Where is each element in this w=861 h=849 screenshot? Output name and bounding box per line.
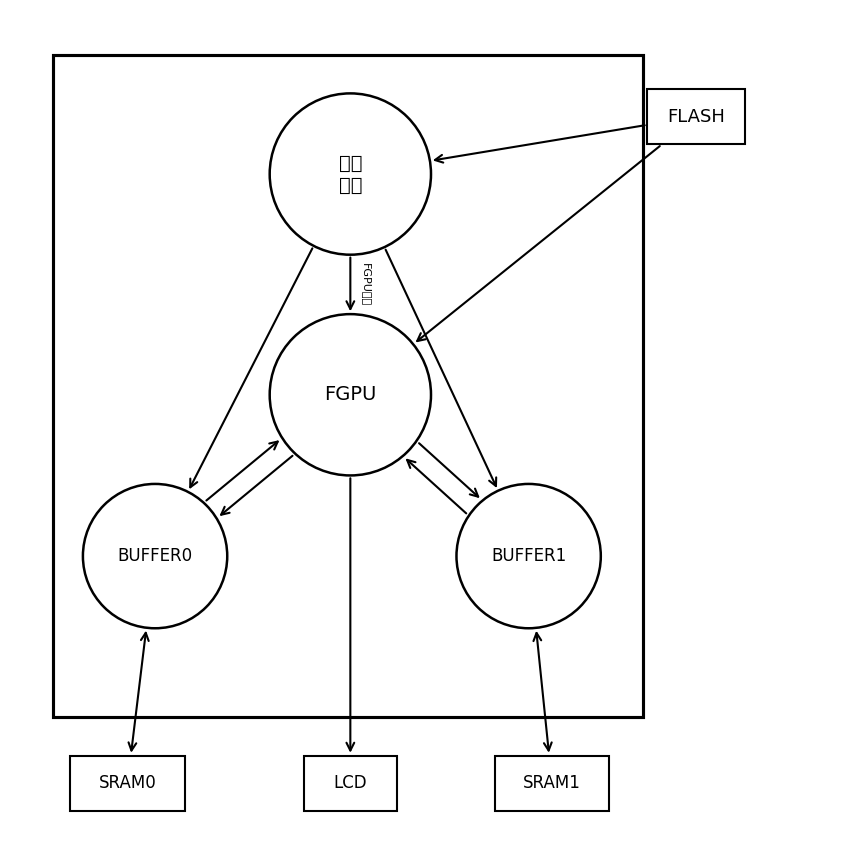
Text: FGPU指令: FGPU指令 [360,263,370,306]
Text: SRAM0: SRAM0 [98,774,156,792]
Bar [494,756,609,811]
Text: FLASH: FLASH [666,108,724,126]
Bar [647,89,744,144]
Text: FGPU: FGPU [324,385,376,404]
Text: 总线
接口: 总线 接口 [338,154,362,194]
Bar [53,55,642,717]
Bar [303,756,397,811]
Text: BUFFER1: BUFFER1 [491,547,566,565]
Bar [70,756,184,811]
Text: SRAM1: SRAM1 [523,774,580,792]
Text: LCD: LCD [333,774,367,792]
Text: BUFFER0: BUFFER0 [117,547,192,565]
